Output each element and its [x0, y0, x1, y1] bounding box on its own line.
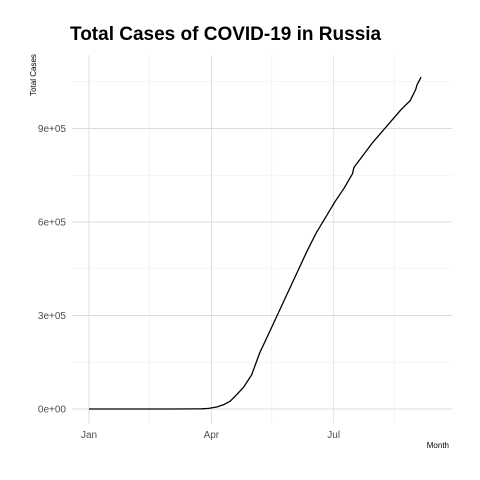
series-lines	[89, 76, 422, 410]
x-tick-label: Jul	[327, 430, 340, 441]
y-tick-label: 9e+05	[38, 124, 67, 135]
y-tick-label: 3e+05	[38, 311, 67, 322]
grid-lines	[72, 55, 452, 424]
chart-title: Total Cases of COVID-19 in Russia	[70, 24, 382, 45]
x-tick-label: Apr	[204, 430, 220, 441]
series-line	[89, 76, 422, 410]
y-tick-label: 0e+00	[38, 405, 67, 416]
y-axis-title: Total Cases	[29, 54, 38, 96]
x-tick-label: Jan	[81, 430, 97, 441]
tick-labels: 0e+00 3e+05 6e+05 9e+05 Jan Apr Jul	[38, 124, 340, 441]
y-tick-label: 6e+05	[38, 218, 67, 229]
x-axis-title: Month	[427, 441, 449, 450]
